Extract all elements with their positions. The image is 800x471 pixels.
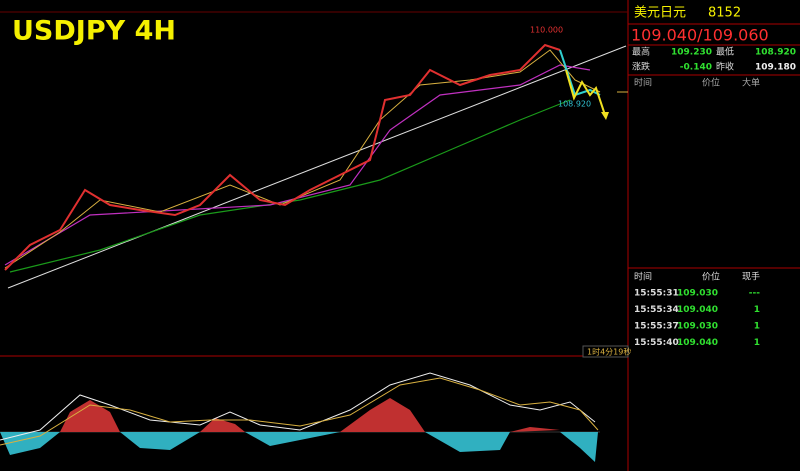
trade-cell: 109.030: [677, 289, 718, 299]
trend-line: [7, 45, 627, 289]
trade-cell: 15:55:31: [634, 289, 679, 299]
stat-value: 108.920: [755, 48, 796, 58]
trade-cell: 1: [754, 322, 760, 332]
instrument-code: 8152: [708, 6, 741, 21]
trade-cell: 1: [754, 305, 760, 315]
column-header: 大单: [742, 77, 760, 89]
stat-value: 109.180: [755, 63, 796, 73]
trade-cell: 15:55:34: [634, 305, 679, 315]
column-header: 时间: [634, 271, 652, 283]
stat-label: 最低: [716, 46, 734, 58]
orders: 时间 价位 大单: [634, 77, 760, 89]
histogram-negative: [0, 432, 598, 462]
arrow-head: [601, 112, 609, 120]
price-path: [4, 43, 561, 271]
stat-label: 昨收: [716, 61, 734, 73]
stat-value: -0.140: [680, 63, 712, 73]
signal-line: [0, 377, 599, 446]
histogram-positive: [60, 398, 560, 432]
column-header: 价位: [702, 77, 720, 89]
low-label: 108.920: [558, 100, 591, 109]
instrument-name: 美元日元: [634, 6, 686, 21]
trade-cell: 1: [754, 338, 760, 348]
column-header: 现手: [742, 271, 760, 283]
moving-average: [4, 49, 601, 269]
stat-label: 最高: [632, 46, 650, 58]
chart-title: USDJPY 4H: [12, 16, 176, 47]
high-label: 110.000: [530, 26, 563, 35]
column-header: 价位: [702, 271, 720, 283]
macd-line: [0, 372, 596, 441]
countdown: 1时4分19秒: [587, 347, 631, 357]
forecast-arrow: [565, 69, 606, 116]
trade-cell: 109.040: [677, 338, 718, 348]
stat-value: 109.230: [671, 48, 712, 58]
price: 109.040/109.060: [631, 26, 769, 45]
trade-cell: 109.040: [677, 305, 718, 315]
countdown-box: [582, 345, 629, 358]
column-header: 时间: [634, 77, 652, 89]
moving-average: [9, 99, 571, 273]
trade-cell: 15:55:40: [634, 338, 679, 348]
trade-cell: 109.030: [677, 322, 718, 332]
stat-label: 涨跌: [632, 62, 650, 73]
stats: 最高 109.230 最低 108.920 涨跌 -0.140 昨收 109.180: [632, 46, 796, 73]
trade-cell: ---: [749, 289, 760, 299]
trade-cell: 15:55:37: [634, 322, 679, 332]
